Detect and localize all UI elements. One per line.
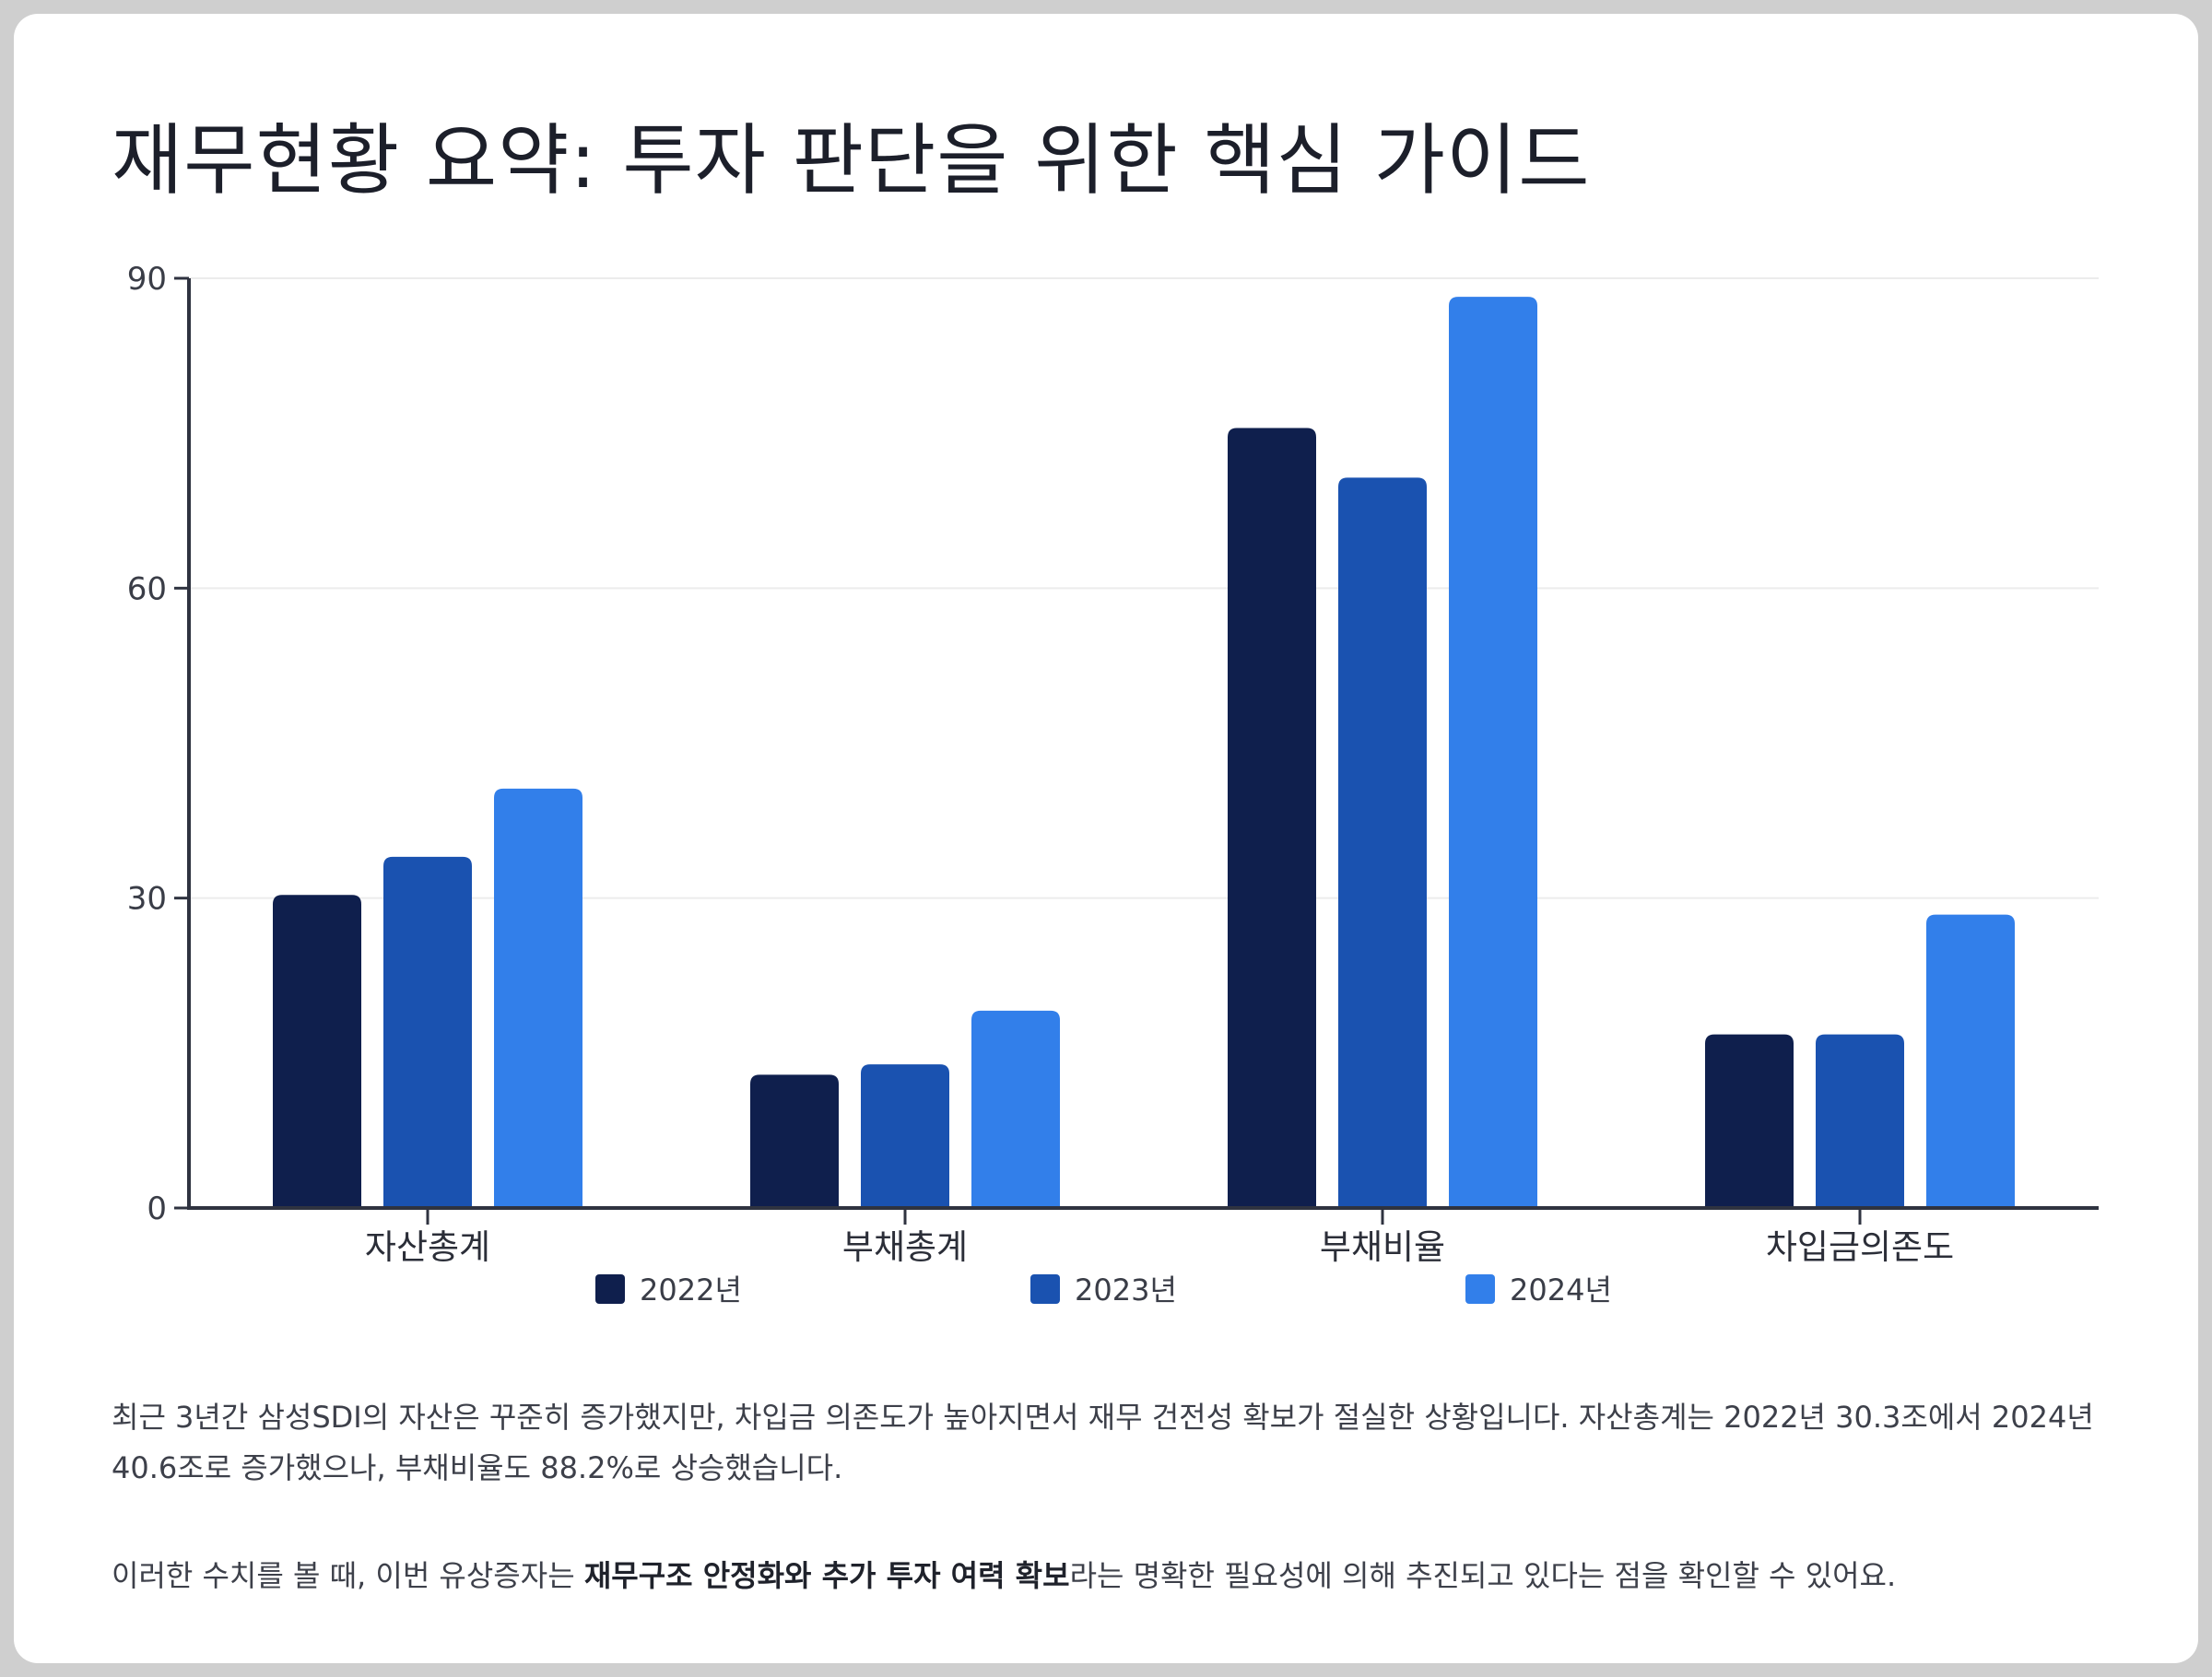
legend-label: 2024년 — [1510, 1272, 1612, 1308]
y-tick-label: 90 — [127, 261, 167, 298]
bar — [1338, 477, 1427, 1208]
conclusion-text-end: 라는 명확한 필요성에 의해 추진되고 있다는 점을 확인할 수 있어요. — [1069, 1558, 1897, 1593]
summary-paragraph: 최근 3년간 삼성SDI의 자산은 꾸준히 증가했지만, 차입금 의존도가 높아… — [112, 1400, 2094, 1485]
x-tick-label: 자산총계 — [365, 1227, 490, 1267]
bar — [273, 895, 361, 1208]
bar — [1816, 1034, 1904, 1208]
axes: 0 30 60 90 자산총계 부채총계 부채비율 차입금의존도 — [127, 261, 2099, 1267]
x-tick-label: 부채비율 — [1320, 1227, 1445, 1267]
x-tick-label: 차입금의존도 — [1766, 1227, 1954, 1267]
page-title: 재무현황 요약: 투자 판단을 위한 핵심 가이드 — [112, 115, 1591, 205]
y-tick-label: 30 — [127, 881, 167, 918]
conclusion-text-start: 이러한 수치를 볼 때, 이번 유상증자는 — [112, 1558, 584, 1593]
grid-lines — [189, 277, 2099, 899]
y-tick-label: 0 — [147, 1190, 167, 1227]
legend-swatch — [1030, 1274, 1060, 1304]
bar — [1228, 428, 1316, 1208]
bar — [861, 1064, 949, 1208]
legend-swatch — [1465, 1274, 1495, 1304]
legend-label: 2023년 — [1075, 1272, 1177, 1308]
x-tick-label: 부채총계 — [842, 1227, 968, 1267]
y-tick-label: 60 — [127, 570, 167, 607]
bars — [273, 297, 2015, 1208]
bar — [971, 1010, 1060, 1208]
bar — [1449, 297, 1537, 1208]
bar — [750, 1074, 839, 1208]
bar-chart: 0 30 60 90 자산총계 부채총계 부채비율 차입금의존도 2022년 2023년 2024… — [127, 261, 2099, 1308]
report-card: 재무현황 요약: 투자 판단을 위한 핵심 가이드 0 30 60 90 자산총계 부채총… — [14, 14, 2198, 1663]
conclusion-highlight: 재무구조 안정화와 추가 투자 여력 확보 — [583, 1558, 1070, 1593]
legend: 2022년 2023년 2024년 — [595, 1272, 1612, 1308]
bar — [383, 856, 472, 1208]
conclusion-paragraph: 이러한 수치를 볼 때, 이번 유상증자는 재무구조 안정화와 추가 투자 여력… — [112, 1551, 2139, 1601]
legend-swatch — [595, 1274, 625, 1304]
legend-label: 2022년 — [640, 1272, 742, 1308]
bar — [1926, 914, 2015, 1208]
bar — [1705, 1034, 1794, 1208]
bar — [494, 788, 582, 1208]
